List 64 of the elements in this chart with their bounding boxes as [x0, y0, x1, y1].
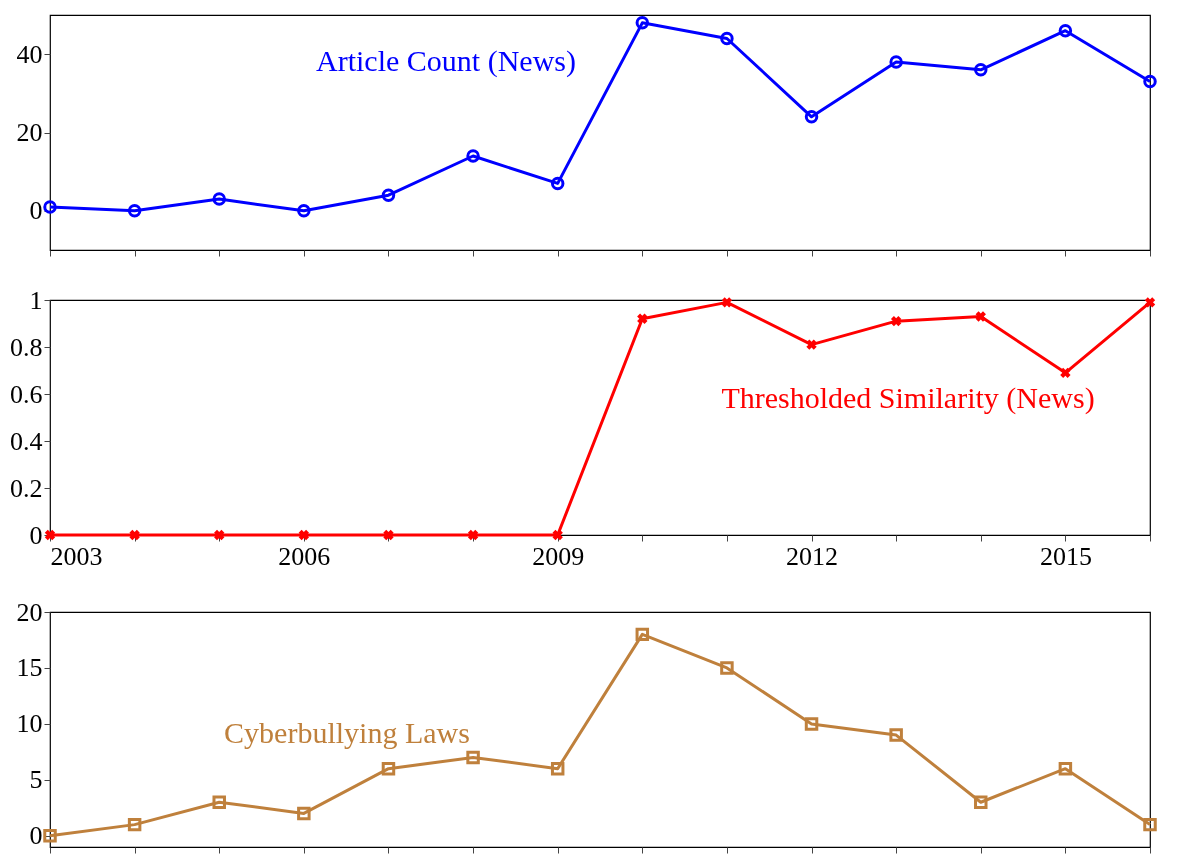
point: [44, 529, 56, 541]
point: [974, 63, 988, 77]
point: [889, 728, 903, 742]
y-tick-label: 0.6: [10, 379, 43, 409]
point: [890, 315, 902, 327]
point: [1060, 367, 1071, 379]
point: [1143, 74, 1157, 89]
point: [297, 204, 311, 218]
y-tick-label: 0: [29, 196, 43, 226]
y-tick-label: 20: [16, 597, 43, 627]
point: [212, 192, 226, 206]
point: [298, 529, 310, 541]
y-tick-label: 5: [29, 765, 43, 795]
y-tick-label: 1: [29, 285, 43, 315]
point: [804, 110, 819, 124]
y-tick-label: 20: [16, 118, 43, 147]
series-label: Article Count (News): [316, 44, 576, 78]
point: [212, 795, 226, 809]
point: [383, 529, 394, 541]
point: [635, 16, 650, 30]
point: [381, 761, 396, 776]
point: [720, 661, 734, 675]
point: [552, 529, 563, 541]
point: [806, 339, 817, 350]
point: [43, 200, 57, 214]
point: [214, 529, 225, 541]
y-tick-label: 40: [16, 39, 43, 69]
point: [889, 55, 903, 69]
point: [127, 817, 142, 832]
y-tick-label: 10: [16, 709, 43, 739]
point: [466, 750, 480, 765]
x-tick-label: 2009: [532, 541, 585, 571]
point: [720, 31, 734, 46]
point: [721, 297, 733, 308]
y-tick-label: 0: [29, 520, 43, 550]
point: [43, 829, 57, 843]
point: [804, 717, 819, 731]
y-tick-label: 0: [29, 821, 43, 851]
point: [975, 311, 986, 322]
x-tick-label: 2012: [786, 541, 839, 571]
x-tick-label: 2003: [50, 541, 103, 571]
series-label: Thresholded Similarity (News): [721, 380, 1095, 415]
point: [637, 313, 648, 324]
y-tick-label: 0.8: [10, 332, 43, 362]
point: [129, 529, 140, 541]
y-tick-label: 0.4: [10, 426, 43, 456]
x-tick-label: 2006: [278, 541, 331, 571]
point: [1144, 297, 1156, 308]
point: [1058, 23, 1073, 38]
point: [550, 761, 565, 776]
point: [297, 806, 311, 821]
point: [1143, 817, 1157, 832]
point: [635, 627, 650, 642]
point: [466, 149, 480, 163]
point: [127, 204, 142, 218]
y-tick-label: 15: [16, 653, 43, 683]
point: [974, 795, 988, 809]
x-tick-label: 2015: [1039, 541, 1092, 571]
y-tick-label: 0.2: [10, 473, 43, 503]
point: [1058, 761, 1073, 776]
point: [467, 529, 479, 541]
point: [381, 188, 396, 202]
point: [550, 176, 565, 191]
series-label: Cyberbullying Laws: [224, 716, 470, 750]
